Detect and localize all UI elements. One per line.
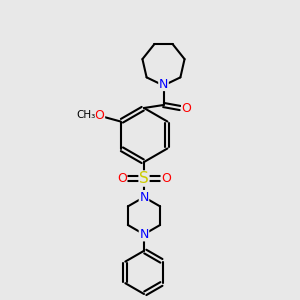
Text: O: O: [117, 172, 127, 185]
Text: O: O: [95, 109, 105, 122]
Text: O: O: [161, 172, 171, 185]
Text: CH₃: CH₃: [76, 110, 95, 121]
Text: N: N: [139, 190, 149, 204]
Text: O: O: [182, 101, 191, 115]
Text: S: S: [139, 171, 149, 186]
Text: methoxy: methoxy: [85, 113, 92, 114]
Text: N: N: [139, 228, 149, 241]
Text: N: N: [159, 77, 168, 91]
